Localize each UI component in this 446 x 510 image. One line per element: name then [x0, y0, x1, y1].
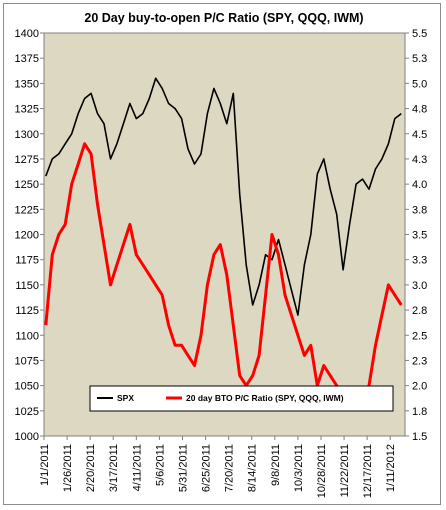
x-tick-label: 7/20/2011 [224, 444, 236, 492]
left-tick-label: 1325 [15, 104, 39, 116]
x-tick-label: 1/26/2011 [62, 444, 74, 492]
x-tick-label: 12/17/2011 [362, 444, 374, 498]
left-tick-label: 1075 [15, 355, 39, 367]
left-tick-label: 1275 [15, 154, 39, 166]
left-tick-label: 1050 [15, 381, 39, 393]
right-tick-label: 5.5 [412, 28, 427, 40]
left-tick-label: 1250 [15, 179, 39, 191]
x-tick-label: 1/1/2011 [39, 444, 51, 486]
left-tick-label: 1300 [15, 129, 39, 141]
right-tick-label: 3.8 [412, 204, 427, 216]
x-tick-label: 11/22/2011 [339, 444, 351, 497]
right-tick-label: 3.3 [412, 255, 427, 267]
right-tick-label: 1.8 [412, 406, 427, 418]
right-tick-label: 4.5 [412, 129, 427, 141]
left-tick-label: 1200 [15, 230, 39, 242]
plot-area [43, 32, 406, 437]
x-tick-label: 8/14/2011 [247, 444, 259, 492]
right-tick-label: 4.3 [412, 154, 427, 166]
x-tick-label: 9/8/2011 [270, 444, 282, 486]
left-tick-label: 1125 [15, 305, 39, 317]
left-tick-label: 1400 [15, 28, 39, 40]
x-tick-label: 4/11/2011 [131, 444, 143, 491]
x-tick-label: 6/25/2011 [201, 444, 213, 492]
x-tick-label: 1/11/2012 [385, 444, 397, 492]
right-tick-label: 5.3 [412, 53, 427, 65]
right-tick-label: 2.5 [412, 330, 427, 342]
legend: SPX 20 day BTO P/C Ratio (SPY, QQQ, IWM) [89, 385, 394, 412]
left-tick-label: 1375 [15, 53, 39, 65]
left-tick-label: 1025 [15, 406, 39, 418]
left-tick-label: 1000 [15, 431, 39, 443]
x-axis: 1/1/2011 1/26/2011 2/20/2011 3/17/2011 4/11/… [39, 436, 397, 498]
left-tick-label: 1150 [15, 280, 39, 292]
right-tick-label: 2.3 [412, 355, 427, 367]
right-tick-label: 5.0 [412, 78, 427, 90]
right-tick-label: 4.8 [412, 104, 427, 116]
legend-label-spx: SPX [117, 393, 134, 403]
x-tick-label: 10/3/2011 [293, 444, 305, 492]
left-tick-label: 1225 [15, 204, 39, 216]
x-tick-label: 2/20/2011 [85, 444, 97, 492]
right-axis: 1.5 1.8 2.0 2.3 2.5 2.8 3.0 3.3 3.5 3.8 4.0 4.3 4.5 4… [405, 28, 427, 443]
right-tick-label: 2.0 [412, 381, 427, 393]
x-tick-label: 10/28/2011 [316, 444, 328, 498]
left-tick-label: 1175 [15, 255, 39, 267]
series-line-spx [45, 77, 402, 316]
x-tick-label: 3/17/2011 [108, 444, 120, 492]
left-axis: 1000 1025 1050 1075 1100 1125 1150 1175 1200 1225… [15, 28, 44, 443]
right-tick-label: 2.8 [412, 305, 427, 317]
x-tick-label: 5/31/2011 [177, 444, 189, 492]
left-tick-label: 1350 [15, 78, 39, 90]
legend-box [89, 385, 394, 412]
chart-title: 20 Day buy-to-open P/C Ratio (SPY, QQQ, … [84, 11, 363, 25]
right-tick-label: 3.0 [412, 280, 427, 292]
left-tick-label: 1100 [15, 330, 39, 342]
right-tick-label: 4.0 [412, 179, 427, 191]
right-tick-label: 3.5 [412, 230, 427, 242]
x-tick-label: 5/6/2011 [154, 444, 166, 486]
right-tick-label: 1.5 [412, 431, 427, 443]
legend-label-bto-ratio: 20 day BTO P/C Ratio (SPY, QQQ, IWM) [186, 393, 344, 403]
